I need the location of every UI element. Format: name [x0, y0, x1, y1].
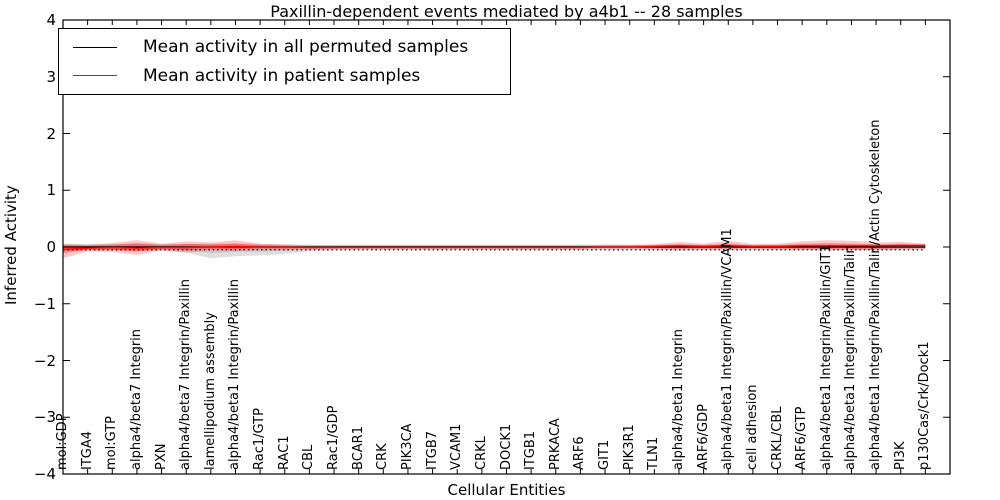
legend-label-permuted: Mean activity in all permuted samples — [143, 37, 469, 58]
x-tick-label: ITGB7 — [424, 430, 440, 470]
x-tick-label: DOCK1 — [498, 423, 514, 470]
x-tick-label: GIT1 — [597, 439, 613, 470]
x-tick-label: VCAM1 — [449, 423, 465, 470]
y-tick-label: 4 — [46, 11, 56, 29]
x-tick-label: lamellipodium assembly — [202, 312, 218, 470]
y-tick-label: 2 — [46, 124, 56, 143]
x-tick-label: mol:GDP — [55, 413, 70, 470]
x-tick-label: PIK3R1 — [621, 424, 637, 470]
x-tick-label: alpha4/beta1 Integrin — [670, 328, 686, 470]
y-tick-label: 3 — [46, 67, 56, 86]
patient-mean-line — [62, 244, 926, 250]
y-tick-label: 1 — [46, 181, 56, 200]
legend-item: Mean activity in all permuted samples — [59, 37, 510, 57]
x-tick-label: CRKL/CBL — [769, 406, 785, 471]
x-axis-label: Cellular Entities — [447, 481, 566, 499]
chart-title: Paxillin-dependent events mediated by a4… — [270, 2, 743, 21]
patient-band — [63, 240, 926, 259]
x-tick-label: ARF6/GDP — [695, 404, 711, 470]
x-tick-label: CRK — [375, 443, 391, 470]
y-tick-label: −4 — [33, 465, 56, 483]
axes-frame — [62, 19, 951, 475]
x-tick-label: mol:GTP — [104, 416, 120, 470]
x-tick-label: ITGB1 — [523, 430, 539, 470]
x-tick-label: RAC1 — [276, 435, 292, 470]
y-tick-label: 0 — [46, 238, 56, 256]
x-tick-label: PRKACA — [547, 418, 563, 470]
y-tick-label: −2 — [33, 351, 56, 370]
x-tick-label: alpha4/beta1 Integrin/Paxillin/Talin/Act… — [868, 119, 884, 470]
x-tick-label: cell adhesion — [744, 384, 760, 470]
x-tick-label: ARF6/GTP — [794, 406, 810, 470]
x-tick-label: alpha4/beta1 Integrin/Paxillin/VCAM1 — [720, 228, 736, 470]
y-tick-label: −3 — [33, 408, 56, 427]
x-tick-label: ARF6 — [572, 436, 588, 470]
x-tick-label: PI3K — [892, 441, 908, 470]
x-tick-label: ITGA4 — [79, 430, 95, 470]
legend-label-patient: Mean activity in patient samples — [143, 65, 421, 86]
x-tick-label: alpha4/beta1 Integrin/Paxillin/Talin — [843, 245, 859, 470]
x-tick-label: PIK3CA — [399, 423, 415, 470]
x-tick-label: p130Cas/Crk/Dock1 — [917, 341, 933, 470]
x-tick-label: Rac1/GDP — [326, 405, 342, 470]
x-tick-label: alpha4/beta7 Integrin/Paxillin — [178, 278, 194, 470]
x-tick-label: alpha4/beta7 Integrin — [128, 328, 144, 470]
legend-line-patient-icon — [73, 75, 117, 77]
x-tick-label: TLN1 — [646, 436, 662, 470]
legend: Mean activity in all permuted samples Me… — [58, 28, 511, 95]
legend-item: Mean activity in patient samples — [59, 66, 510, 86]
x-tick-label: CRKL — [473, 436, 489, 470]
legend-line-permuted-icon — [73, 46, 117, 48]
x-tick-label: BCAR1 — [350, 426, 366, 470]
x-tick-label: alpha4/beta1 Integrin/Paxillin/GIT1 — [818, 244, 834, 470]
y-tick-label: −1 — [33, 294, 56, 313]
x-tick-label: alpha4/beta1 Integrin/Paxillin — [227, 278, 243, 470]
x-tick-label: CBL — [301, 444, 317, 470]
x-tick-label: PXN — [153, 443, 169, 470]
x-tick-label: Rac1/GTP — [252, 408, 268, 470]
